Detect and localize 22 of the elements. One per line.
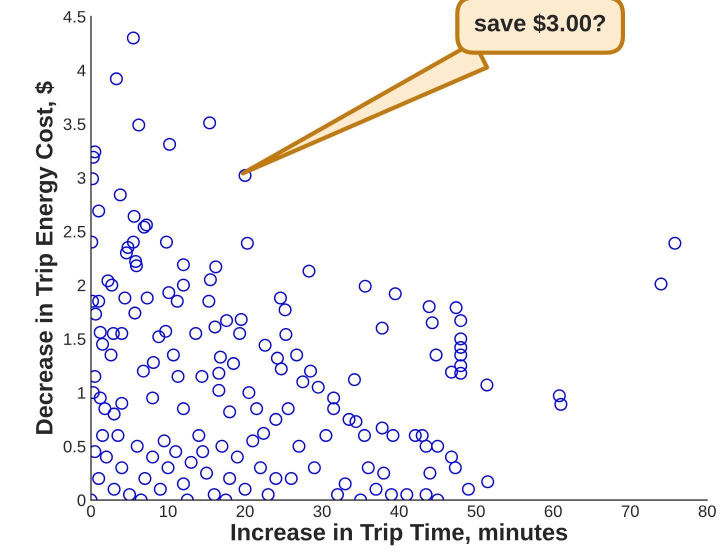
y-tick-label: 2.5 [64,226,86,238]
x-tick-label: 0 [87,505,95,518]
y-tick-label: 1.5 [64,333,86,346]
x-tick-label: 60 [544,505,562,518]
x-tick-label: 80 [698,505,716,518]
x-tick-label: 70 [622,505,639,518]
x-tick-label: 20 [236,505,254,518]
y-tick-label: 4 [77,64,86,76]
y-tick-label: 0.5 [64,440,86,453]
y-axis-title: Decrease in Trip Energy Cost, $ [34,81,58,434]
y-tick-label: 3.5 [64,118,86,130]
x-tick-label: 40 [390,505,408,518]
x-axis-title: Increase in Trip Time, minutes [232,523,568,546]
x-tick-label: 30 [313,505,331,518]
x-tick-label: 50 [468,505,485,518]
y-tick-label: 4.5 [63,11,86,23]
y-tick-label: 0 [78,494,86,506]
y-tick-label: 2 [78,280,86,292]
y-tick-label: 3 [77,172,86,184]
y-tick-label: 1 [78,387,86,399]
annotation: save $3.00? [474,14,606,34]
x-tick-label: 10 [160,505,177,518]
